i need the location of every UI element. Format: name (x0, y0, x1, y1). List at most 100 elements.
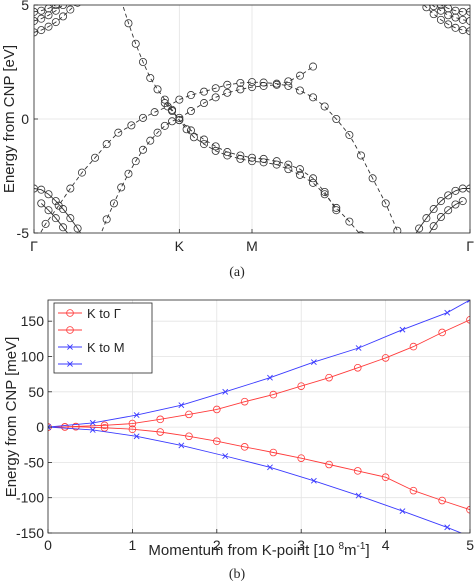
panel-a-ticks: -5 0 5 Γ K M Γ (17, 0, 474, 254)
panel-b-point-0-16 (466, 315, 470, 324)
panel-b-point-1-2 (72, 422, 80, 431)
panel-b-point-2-5 (267, 374, 273, 381)
panel-a-point-6-3 (51, 18, 60, 27)
legend-swatch-marker-1 (66, 326, 74, 334)
panel-a-point-11-5 (74, 243, 81, 250)
panel-a-point-3-17 (345, 217, 354, 226)
panel-b-point-1-8 (240, 443, 249, 451)
panel-b-x-axis-label: Momentum from K-point [10 8m-1] (148, 541, 369, 559)
panel-b-point-2-4 (222, 388, 229, 395)
panel-a-point-2-16 (236, 85, 245, 94)
panel-a-point-10-2 (44, 190, 53, 199)
panel-a-band-line-3 (164, 102, 360, 233)
panel-a-point-1-17 (284, 160, 293, 169)
panel-b-legend: K to Γ K to M (53, 302, 153, 374)
panel-a-point-0-16 (223, 80, 232, 89)
panel-a-point-1-20 (320, 187, 329, 196)
panel-a-point-0-15 (211, 84, 220, 93)
panel-a-point-0-23 (309, 93, 318, 102)
panel-a-point-5-2 (44, 11, 53, 20)
panel-a-point-0-25 (332, 115, 341, 124)
panel-a-point-0-18 (247, 78, 256, 87)
panel-a-point-3-8 (236, 154, 245, 163)
panel-b-xtick-label-5: 5 (466, 537, 474, 553)
panel-b-caption: (b) (229, 567, 246, 582)
panel-a-point-11-2 (51, 214, 60, 223)
legend-label-0: K to Γ (87, 306, 121, 321)
panel-a-point-2-17 (247, 83, 256, 92)
legend-swatch-marker-2 (67, 344, 73, 350)
panel-a-point-2-9 (160, 121, 169, 130)
panel-a-point-2-11 (175, 113, 184, 122)
panel-b-point-0-13 (381, 354, 390, 362)
panel-a-point-1-3 (138, 58, 147, 67)
panel-a-point-10-1 (37, 185, 46, 194)
panel-a-point-2-22 (309, 62, 318, 71)
panel-a-point-0-9 (138, 113, 147, 122)
panel-b-point-0-11 (325, 373, 333, 382)
x-axis-label-sup: 8 (338, 541, 344, 552)
panel-b-point-3-7 (355, 492, 362, 499)
panel-b-ticks: -150 -100 -50 0 50 100 150 0 1 2 3 4 5 (16, 313, 474, 553)
panel-b-point-2-3 (178, 402, 185, 409)
panel-b-ytick-label-0: -150 (16, 525, 44, 541)
panel-a-point-0-12 (175, 95, 184, 104)
panel-a-point-1-10 (200, 135, 209, 144)
panel-a-point-12-6 (451, 186, 460, 195)
panel-a-point-0-10 (150, 108, 159, 117)
panel-a-caption: (a) (229, 265, 245, 280)
panel-b-point-1-1 (61, 423, 69, 431)
panel-b-point-0-7 (213, 405, 221, 414)
panel-a-point-0-30 (393, 226, 402, 233)
panel-a-point-0-4 (77, 168, 86, 177)
panel-a-point-13-5 (458, 197, 467, 206)
panel-b-y-axis-label: Energy from CNP [meV] (3, 337, 20, 498)
panel-a-point-11-1 (44, 206, 53, 215)
panel-a-point-5-0 (34, 16, 38, 25)
panel-a-ytick-label-2: 5 (21, 0, 29, 13)
panel-a-point-2-21 (295, 71, 304, 80)
panel-b-point-1-12 (353, 467, 362, 475)
panel-a-band-line-13 (428, 200, 463, 233)
panel-a-point-6-4 (59, 12, 68, 21)
panel-a-point-0-28 (368, 174, 377, 183)
panel-b-point-0-14 (409, 342, 418, 351)
panel-a-point-5-4 (59, 5, 68, 9)
panel-a-point-2-18 (259, 81, 268, 90)
panel-a-point-3-11 (272, 160, 281, 169)
panel-a-point-4-4 (59, 0, 66, 4)
panel-a-point-0-3 (66, 184, 75, 193)
panel-b-point-0-15 (438, 328, 446, 337)
panel-a-point-13-3 (444, 206, 453, 215)
panel-a-point-1-12 (223, 148, 232, 157)
panel-b-point-1-5 (156, 428, 165, 436)
panel-b-point-0-9 (269, 390, 278, 399)
panel-a-point-2-12 (186, 107, 195, 116)
panel-b-ytick-label-2: -50 (24, 454, 44, 470)
panel-a-point-2-15 (223, 88, 232, 97)
panel-b-point-2-7 (355, 345, 362, 351)
panel-a-band-line-12 (415, 188, 470, 233)
panel-b-point-3-8 (399, 508, 406, 515)
panel-a-point-2-6 (138, 145, 147, 154)
x-axis-label-main: Momentum from K-point [10 (148, 542, 338, 559)
panel-a-point-0-5 (91, 153, 100, 162)
panel-b-point-1-6 (185, 432, 193, 441)
panel-b-point-2-1 (89, 419, 96, 426)
panel-b-point-3-3 (178, 442, 185, 449)
panel-a-point-12-5 (444, 191, 453, 200)
panel-a-point-10-7 (81, 236, 88, 243)
panel-a-point-10-5 (66, 214, 75, 223)
panel-a-xtick-label-3: Γ (466, 238, 474, 254)
panel-a-point-6-0 (34, 28, 38, 37)
panel-a-point-0-29 (381, 199, 390, 208)
panel-b-point-1-15 (438, 496, 446, 505)
legend-box (53, 302, 153, 374)
panel-b-xtick-label-3: 3 (297, 537, 305, 553)
panel-b-point-3-0 (48, 424, 51, 431)
panel-a-point-0-1 (41, 219, 50, 228)
panel-a-point-4-3 (51, 5, 60, 9)
panel-a-point-1-18 (295, 165, 304, 174)
panel-a-point-3-15 (320, 190, 329, 199)
panel-a-point-0-7 (114, 128, 123, 137)
